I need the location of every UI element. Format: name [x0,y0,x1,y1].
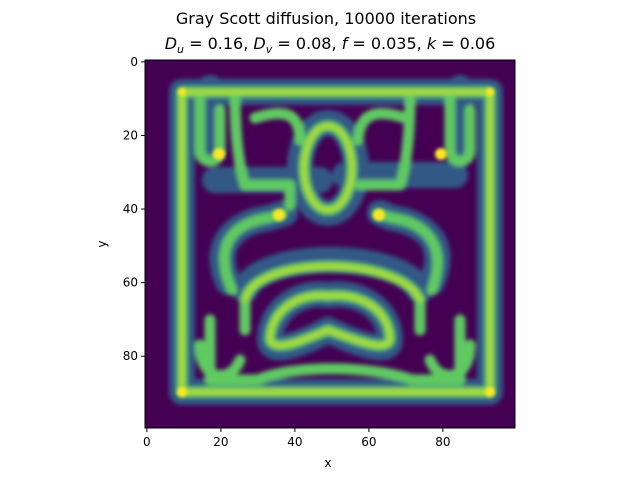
x-tick-label: 80 [435,435,450,449]
subtitle-dv-symbol: D [253,34,265,53]
y-tick-label: 80 [123,349,138,363]
x-tick-label: 0 [143,435,151,449]
x-tick-label: 20 [213,435,228,449]
y-axis-ticks: 0 20 40 60 80 [123,55,145,363]
subtitle-dv-value: = 0.08, [272,34,341,53]
plot-frame [144,59,516,429]
subtitle-du-sub: u [177,43,184,56]
subtitle-du-value: = 0.16, [184,34,253,53]
subtitle-f-value: = 0.035, [347,34,427,53]
subtitle-du-symbol: D [165,34,177,53]
subtitle-k-value: = 0.06 [436,34,495,53]
hotspot-mid-right [373,209,385,221]
subtitle-k-symbol: k [427,34,437,53]
hotspot-top-right [435,148,447,160]
x-axis-ticks: 0 20 40 60 80 [143,428,450,449]
y-tick-label: 0 [130,55,138,69]
hotspot-bottom-left [177,387,187,397]
heatmap-image [145,60,515,428]
x-tick-label: 60 [361,435,376,449]
subtitle-f-symbol: f [342,34,350,53]
hotspot-mid-left [273,209,285,221]
x-axis-label: x [324,456,331,470]
y-tick-label: 20 [123,128,138,142]
x-tick-label: 40 [287,435,302,449]
hotspot-top-left-corner [178,88,186,96]
hotspot-top-right-corner [486,88,494,96]
y-tick-label: 40 [123,202,138,216]
hotspot-bottom-right [485,387,495,397]
y-axis-label: y [95,240,109,247]
hotspot-top-left [213,148,225,160]
subtitle-dv-sub: v [266,43,273,56]
chart-title: Gray Scott diffusion, 10000 iterations [176,9,476,28]
y-tick-label: 60 [123,276,138,290]
chart-subtitle: Du = 0.16, Dv = 0.08, f = 0.035, k = 0.0… [165,34,496,56]
hotspots [177,88,495,397]
